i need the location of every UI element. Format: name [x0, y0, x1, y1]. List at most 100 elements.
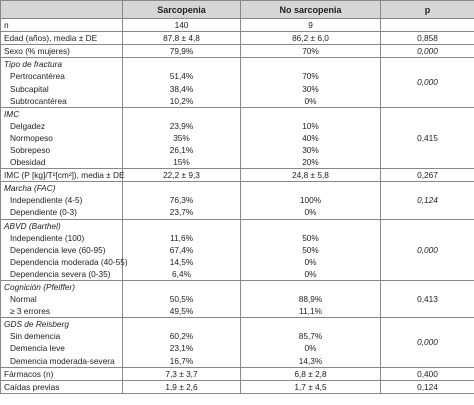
- no-sarcopenia-value: 0%: [240, 255, 381, 268]
- item-row: Independiente (100) 11,6% 50%: [0, 231, 474, 244]
- sarcopenia-value: 23,9%: [122, 119, 241, 132]
- no-sarcopenia-value: 0%: [240, 94, 381, 108]
- item-label: Dependencia severa (0-35): [0, 267, 123, 281]
- no-sarcopenia-value: 0%: [240, 342, 381, 355]
- p-value: 0,858: [380, 31, 474, 45]
- sarcopenia-value: 140: [122, 18, 241, 32]
- data-row: Edad (años), media ± DE 87,8 ± 4,8 86,2 ± …: [0, 31, 474, 45]
- sarcopenia-value: 26,1%: [122, 143, 241, 157]
- cell: [122, 107, 241, 120]
- item-label: ≥ 3 errores: [0, 305, 123, 318]
- group-title: Cognición (Pfeiffer): [0, 280, 123, 294]
- item-label: Dependiente (0-3): [0, 206, 123, 219]
- cell: [240, 107, 381, 120]
- row-block: ABVD (Barthel) 0,000 Independiente (100) 11…: [0, 219, 474, 281]
- sarcopenia-value: 6,4%: [122, 267, 241, 281]
- item-label: Normopeso: [0, 131, 123, 144]
- p-value: 0,000: [380, 57, 474, 108]
- data-row: n 140 9: [0, 18, 474, 32]
- sarcopenia-value: 76,3%: [122, 194, 241, 207]
- row-label: Edad (años), media ± DE: [0, 31, 123, 45]
- no-sarcopenia-value: 6,8 ± 2,8: [240, 367, 381, 381]
- cell: [122, 57, 241, 71]
- no-sarcopenia-value: 70%: [240, 44, 381, 58]
- no-sarcopenia-value: 70%: [240, 70, 381, 83]
- item-row: Normopeso 35% 40%: [0, 131, 474, 144]
- row-label: Sexo (% mujeres): [0, 44, 123, 58]
- row-label: IMC (P [kg]/T²[cm²]), media ± DE: [0, 168, 125, 182]
- item-row: Obesidad 15% 20%: [0, 156, 474, 169]
- no-sarcopenia-value: 14,3%: [240, 354, 381, 368]
- results-table: Sarcopenia No sarcopenia p n 140 9 Edad (añ…: [0, 0, 474, 394]
- header-row: Sarcopenia No sarcopenia p: [0, 0, 474, 19]
- item-row: Subtrocantérea 10,2% 0%: [0, 94, 474, 108]
- item-label: Independiente (4-5): [0, 194, 123, 207]
- sarcopenia-value: 60,2%: [122, 330, 241, 343]
- sarcopenia-value: 23,1%: [122, 342, 241, 355]
- no-sarcopenia-value: 100%: [240, 194, 381, 207]
- item-row: ≥ 3 errores 49,5% 11,1%: [0, 305, 474, 318]
- group-title-row: IMC 0,415: [0, 107, 474, 169]
- no-sarcopenia-value: 86,2 ± 6,0: [240, 31, 381, 45]
- group-title-row: ABVD (Barthel) 0,000: [0, 219, 474, 281]
- sarcopenia-value: 15%: [122, 156, 241, 169]
- item-label: Dependencia leve (60-95): [0, 243, 123, 256]
- cell: [240, 57, 381, 71]
- no-sarcopenia-value: 24,8 ± 5,8: [240, 168, 381, 182]
- header-cell: No sarcopenia: [240, 0, 381, 19]
- item-row: Dependencia moderada (40-55) 14,5% 0%: [0, 255, 474, 268]
- item-row: Dependiente (0-3) 23,7% 0%: [0, 206, 474, 219]
- sarcopenia-value: 35%: [122, 131, 241, 144]
- item-row: Demencia leve 23,1% 0%: [0, 342, 474, 355]
- cell: [122, 219, 241, 232]
- row-block: Marcha (FAC) 0,124 Independiente (4-5) 76,3…: [0, 181, 474, 219]
- row-block: Cognición (Pfeiffer) 0,413 Normal 50,5% 88,9…: [0, 280, 474, 318]
- cell: [122, 317, 241, 331]
- item-label: Sin demencia: [0, 330, 123, 343]
- item-label: Normal: [0, 293, 123, 306]
- no-sarcopenia-value: 30%: [240, 143, 381, 157]
- sarcopenia-value: 23,7%: [122, 206, 241, 219]
- row-label: n: [0, 18, 123, 32]
- no-sarcopenia-value: 11,1%: [240, 305, 381, 318]
- item-row: Sin demencia 60,2% 85,7%: [0, 330, 474, 343]
- p-value: 0,400: [380, 367, 474, 381]
- item-row: Demencia moderada-severa 16,7% 14,3%: [0, 354, 474, 368]
- item-row: Delgadez 23,9% 10%: [0, 119, 474, 132]
- sarcopenia-value: 22,2 ± 9,3: [122, 168, 241, 182]
- cell: [122, 280, 241, 294]
- row-block: IMC 0,415 Delgadez 23,9% 10% Normopeso 35% 40% S…: [0, 107, 474, 169]
- table-header: Sarcopenia No sarcopenia p: [0, 0, 474, 19]
- row-block: Tipo de fractura 0,000 Pertrocantérea 51,4%…: [0, 57, 474, 108]
- sarcopenia-value: 49,5%: [122, 305, 241, 318]
- sarcopenia-value: 87,8 ± 4,8: [122, 31, 241, 45]
- group-title: GDS de Reisberg: [0, 317, 123, 331]
- item-label: Subcapital: [0, 82, 123, 95]
- item-label: Delgadez: [0, 119, 123, 132]
- item-label: Pertrocantérea: [0, 70, 123, 83]
- data-row: Caídas previas 1,9 ± 2,6 1,7 ± 4,5 0,124: [0, 380, 474, 394]
- cell: [240, 280, 381, 294]
- no-sarcopenia-value: 0%: [240, 267, 381, 281]
- group-title-row: Tipo de fractura 0,000: [0, 57, 474, 108]
- sarcopenia-value: 79,9%: [122, 44, 241, 58]
- no-sarcopenia-value: 0%: [240, 206, 381, 219]
- item-label: Dependencia moderada (40-55): [0, 255, 128, 268]
- item-row: Subcapital 38,4% 30%: [0, 82, 474, 95]
- item-row: Independiente (4-5) 76,3% 100%: [0, 194, 474, 207]
- no-sarcopenia-value: 1,7 ± 4,5: [240, 380, 381, 394]
- no-sarcopenia-value: 50%: [240, 231, 381, 244]
- p-value: 0,000: [380, 219, 474, 281]
- group-title-row: Cognición (Pfeiffer) 0,413: [0, 280, 474, 318]
- row-block: GDS de Reisberg 0,000 Sin demencia 60,2% 85,…: [0, 317, 474, 368]
- group-title: IMC: [0, 107, 123, 120]
- sarcopenia-value: 7,3 ± 3,7: [122, 367, 241, 381]
- no-sarcopenia-value: 9: [240, 18, 381, 32]
- row-block: IMC (P [kg]/T²[cm²]), media ± DE 22,2 ± 9…: [0, 168, 474, 182]
- item-label: Independiente (100): [0, 231, 123, 244]
- cell: [380, 18, 474, 32]
- sarcopenia-value: 11,6%: [122, 231, 241, 244]
- row-label: Fármacos (n): [0, 367, 123, 381]
